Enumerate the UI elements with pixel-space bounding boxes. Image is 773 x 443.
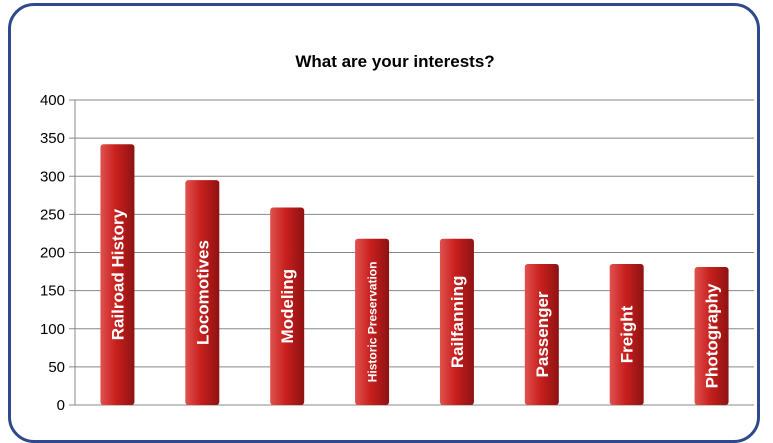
bar — [270, 207, 305, 405]
bar-category-label: Railfanning — [448, 276, 467, 369]
bar-chart: What are your interests? 0 50 100 150 200 250… — [40, 52, 754, 414]
bar — [100, 144, 135, 405]
y-axis: 0 50 100 150 200 250 300 350 400 — [40, 92, 76, 414]
bar-category-label: Photography — [703, 283, 722, 388]
y-tick-label: 200 — [40, 245, 65, 262]
bar-category-label: Passenger — [533, 291, 552, 377]
gridlines — [69, 99, 754, 406]
y-tick-label: 150 — [40, 283, 65, 300]
y-tick-label: 250 — [40, 206, 65, 223]
bar-category-label: Freight — [618, 305, 637, 363]
bar — [185, 180, 220, 405]
y-tick-label: 100 — [40, 321, 65, 338]
y-tick-label: 350 — [40, 130, 65, 147]
bar-category-label: Historic Preservation — [365, 262, 379, 383]
y-tick-label: 300 — [40, 168, 65, 185]
bar — [694, 266, 729, 405]
bar — [355, 238, 390, 405]
bar — [439, 238, 474, 405]
bar — [609, 263, 644, 405]
bar-category-label: Railroad History — [108, 208, 127, 340]
bar — [524, 263, 559, 405]
y-tick-label: 0 — [57, 397, 65, 414]
y-tick-label: 400 — [40, 92, 65, 109]
y-tick-label: 50 — [48, 359, 65, 376]
chart-title: What are your interests? — [295, 52, 494, 71]
bars: Railroad History Locomotives Modeling Histo… — [100, 144, 729, 405]
bar-category-label: Locomotives — [193, 240, 212, 345]
bar-category-label: Modeling — [278, 269, 297, 344]
